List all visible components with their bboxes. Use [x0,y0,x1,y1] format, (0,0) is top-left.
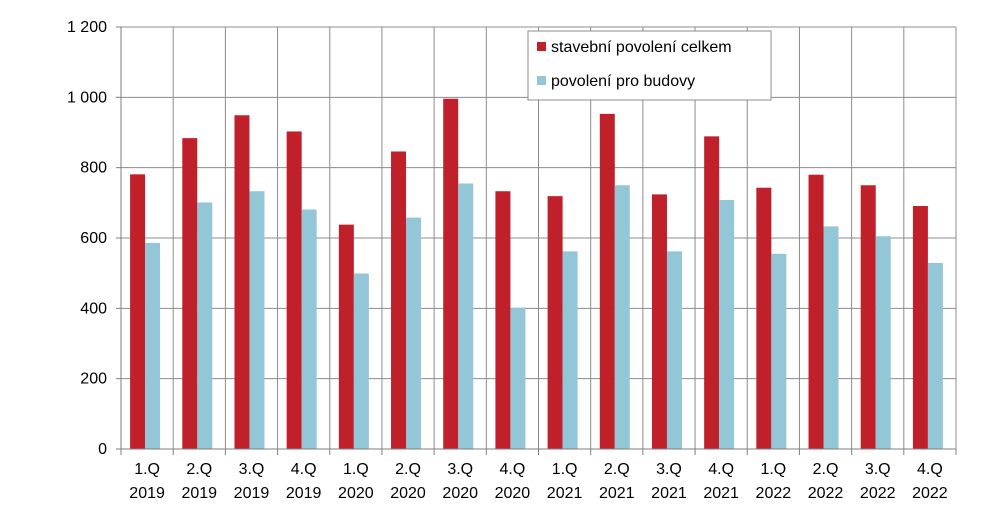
y-tick-label: 200 [80,371,107,388]
y-tick-label: 800 [80,160,107,177]
x-tick-label-quarter: 2.Q [813,461,839,478]
x-tick-label-year: 2022 [860,485,896,502]
bar-stavebni-povoleni-celkem [599,113,615,449]
grid [120,26,957,449]
x-tick-label-quarter: 2.Q [604,461,630,478]
x-tick-label-quarter: 4.Q [917,461,943,478]
bar-povoleni-pro-budovy [301,209,317,449]
legend-label: stavební povolení celkem [551,39,732,56]
bar-povoleni-pro-budovy [510,307,526,449]
bar-povoleni-pro-budovy [249,191,265,449]
x-tick-label-year: 2019 [234,485,270,502]
axes: 0 200 400 600 800 1 000 1 200 1.Q 2019 2.Q 2019 3.Q… [67,19,957,502]
legend-box [527,30,772,101]
bar-stavebni-povoleni-celkem [338,224,354,449]
x-tick-label-quarter: 3.Q [447,461,473,478]
bar-povoleni-pro-budovy [719,200,735,449]
x-tick-label-quarter: 1.Q [134,461,160,478]
x-tick-label-year: 2021 [703,485,739,502]
x-tick-label-quarter: 3.Q [239,461,265,478]
bar-povoleni-pro-budovy [771,253,787,449]
bar-stavebni-povoleni-celkem [130,174,146,449]
legend-swatch [537,42,546,51]
y-tick-label: 0 [98,441,107,458]
bar-stavebni-povoleni-celkem [443,98,459,450]
bar-stavebni-povoleni-celkem [495,191,511,449]
x-tick-label-year: 2019 [286,485,322,502]
bar-povoleni-pro-budovy [875,236,891,449]
x-tick-label-quarter: 1.Q [343,461,369,478]
x-tick-label-quarter: 1.Q [760,461,786,478]
x-tick-label-quarter: 4.Q [291,461,317,478]
legend-swatch [537,76,546,85]
x-tick-label-year: 2022 [808,485,844,502]
bar-stavebni-povoleni-celkem [912,205,928,449]
bar-povoleni-pro-budovy [353,273,369,449]
x-tick-label-quarter: 1.Q [552,461,578,478]
bar-stavebni-povoleni-celkem [286,131,302,449]
bar-povoleni-pro-budovy [145,242,161,449]
x-tick-label-year: 2021 [651,485,687,502]
y-tick-label: 1 200 [67,19,107,36]
bar-stavebni-povoleni-celkem [704,136,720,449]
x-tick-label-year: 2020 [338,485,374,502]
y-tick-label: 600 [80,230,107,247]
x-tick-label-quarter: 2.Q [395,461,421,478]
bar-povoleni-pro-budovy [197,202,213,449]
bar-povoleni-pro-budovy [406,217,422,449]
legend-label: povolení pro budovy [551,73,695,90]
bars [130,98,943,450]
bar-stavebni-povoleni-celkem [234,115,250,449]
bar-povoleni-pro-budovy [666,251,682,449]
x-tick-label-year: 2022 [912,485,948,502]
bar-povoleni-pro-budovy [823,226,839,449]
bar-stavebni-povoleni-celkem [547,196,563,449]
bar-povoleni-pro-budovy [614,185,630,449]
x-tick-label-year: 2021 [547,485,583,502]
x-tick-label-year: 2019 [129,485,165,502]
bar-povoleni-pro-budovy [562,251,578,449]
bar-stavebni-povoleni-celkem [808,174,824,449]
x-tick-label-year: 2020 [442,485,478,502]
x-tick-label-year: 2019 [181,485,217,502]
bar-stavebni-povoleni-celkem [391,151,407,450]
x-tick-label-quarter: 3.Q [865,461,891,478]
bar-povoleni-pro-budovy [458,183,474,449]
x-tick-label-year: 2021 [599,485,635,502]
x-tick-label-year: 2020 [495,485,531,502]
bar-stavebni-povoleni-celkem [651,194,667,449]
bar-stavebni-povoleni-celkem [860,185,876,449]
y-tick-label: 1 000 [67,89,107,106]
bar-povoleni-pro-budovy [927,262,943,449]
x-tick-label-quarter: 3.Q [656,461,682,478]
bar-stavebni-povoleni-celkem [182,138,198,450]
x-tick-label-quarter: 2.Q [186,461,212,478]
x-tick-label-quarter: 4.Q [500,461,526,478]
x-tick-label-year: 2020 [390,485,426,502]
x-tick-label-quarter: 4.Q [708,461,734,478]
bar-stavebni-povoleni-celkem [756,187,772,449]
legend: stavební povolení celkem povolení pro bud… [527,30,772,101]
y-tick-label: 400 [80,300,107,317]
x-tick-label-year: 2022 [756,485,792,502]
